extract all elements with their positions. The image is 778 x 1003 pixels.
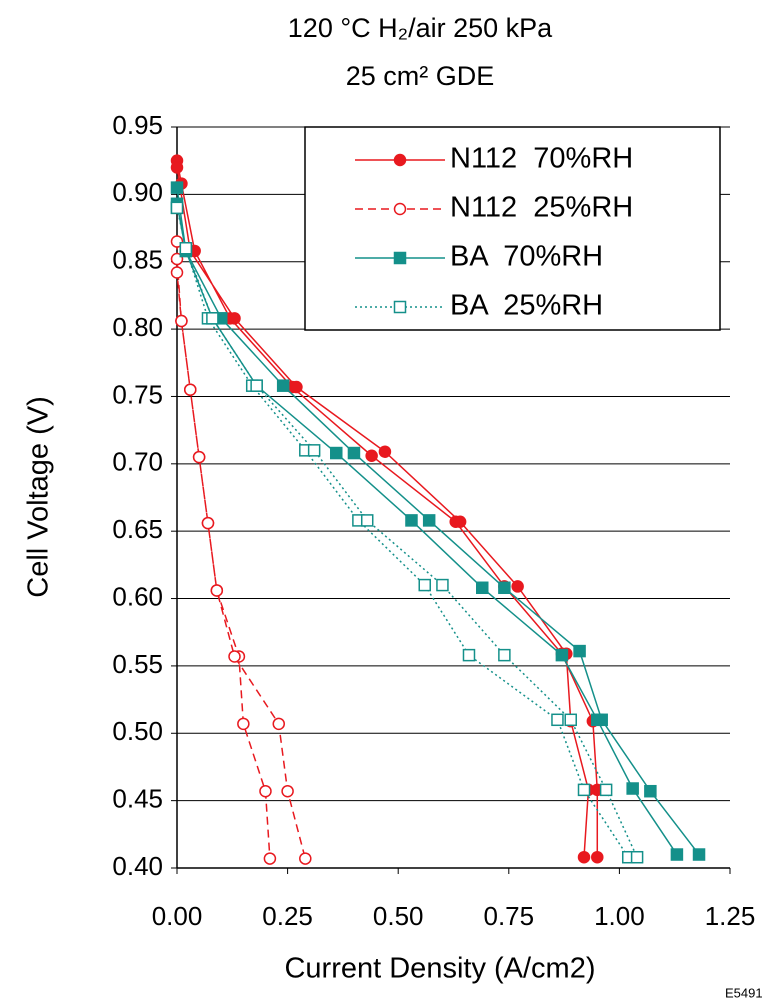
legend-marker xyxy=(393,153,407,167)
marker xyxy=(595,713,608,727)
legend-label: BA 70%RH xyxy=(450,241,603,273)
figure-id: E5491 xyxy=(725,985,763,1000)
marker xyxy=(644,784,657,798)
y-tick-label: 0.50 xyxy=(112,716,163,746)
marker xyxy=(555,648,569,662)
marker xyxy=(378,445,392,458)
marker xyxy=(170,161,184,174)
marker xyxy=(192,450,206,464)
marker xyxy=(462,648,476,662)
marker xyxy=(307,444,321,457)
marker xyxy=(670,848,684,861)
marker xyxy=(511,580,524,593)
legend-label: N112 70%RH xyxy=(450,143,633,175)
marker xyxy=(360,514,374,527)
x-axis-title: Current Density (A/cm2) xyxy=(284,953,595,985)
legend-marker xyxy=(393,202,407,216)
marker xyxy=(206,312,219,325)
y-tick-label: 0.45 xyxy=(112,784,163,814)
chart-subtitle: 25 cm² GDE xyxy=(346,61,495,91)
marker xyxy=(577,850,591,864)
legend-label: BA 25%RH xyxy=(450,290,603,322)
y-tick-label: 0.80 xyxy=(112,312,163,342)
marker xyxy=(599,783,613,797)
x-tick-label: 0.75 xyxy=(483,901,534,931)
marker xyxy=(184,383,197,396)
marker xyxy=(498,648,511,662)
marker xyxy=(692,848,706,861)
marker xyxy=(250,379,263,392)
marker xyxy=(259,784,272,798)
marker xyxy=(170,266,184,279)
marker xyxy=(418,578,431,592)
marker xyxy=(263,852,277,865)
marker xyxy=(281,784,294,798)
marker xyxy=(591,850,604,864)
marker xyxy=(290,380,303,394)
marker xyxy=(551,713,564,727)
y-tick-label: 0.85 xyxy=(112,245,163,275)
marker xyxy=(276,379,290,392)
marker xyxy=(237,717,250,731)
marker xyxy=(170,201,184,215)
marker xyxy=(299,852,312,865)
legend-label: N112 25%RH xyxy=(450,192,633,224)
marker xyxy=(626,782,639,795)
marker xyxy=(175,314,188,328)
y-axis-title: Cell Voltage (V) xyxy=(23,396,55,598)
marker xyxy=(170,181,184,194)
chart-title: 120 °C H₂/air 250 kPa xyxy=(288,13,553,43)
marker xyxy=(201,516,215,530)
marker xyxy=(210,584,224,597)
x-tick-label: 0.50 xyxy=(373,901,424,931)
marker xyxy=(365,449,378,462)
marker xyxy=(228,650,241,663)
x-tick-label: 0.00 xyxy=(152,901,203,931)
marker xyxy=(179,242,193,255)
marker xyxy=(272,717,286,731)
marker xyxy=(228,312,241,325)
marker xyxy=(330,446,343,460)
marker xyxy=(564,713,577,727)
x-tick-label: 1.25 xyxy=(705,901,756,931)
marker xyxy=(347,446,361,460)
legend-marker xyxy=(393,251,407,265)
legend-box xyxy=(304,126,721,331)
y-tick-label: 0.65 xyxy=(112,514,163,544)
marker xyxy=(577,783,591,797)
legend-marker xyxy=(393,300,407,314)
y-tick-label: 0.95 xyxy=(112,110,163,140)
y-tick-label: 0.90 xyxy=(112,177,163,207)
x-tick-label: 1.00 xyxy=(594,901,645,931)
marker xyxy=(573,644,586,658)
marker xyxy=(498,581,511,595)
y-tick-label: 0.75 xyxy=(112,379,163,409)
marker xyxy=(476,581,489,595)
y-tick-label: 0.55 xyxy=(112,649,163,679)
marker xyxy=(453,515,467,529)
marker xyxy=(630,850,644,864)
x-tick-label: 0.25 xyxy=(262,901,313,931)
marker xyxy=(422,514,436,527)
series-line xyxy=(176,241,307,859)
y-tick-label: 0.60 xyxy=(112,581,163,611)
marker xyxy=(405,514,418,527)
y-tick-label: 0.70 xyxy=(112,447,163,477)
marker xyxy=(436,578,449,592)
y-tick-label: 0.40 xyxy=(112,851,163,881)
